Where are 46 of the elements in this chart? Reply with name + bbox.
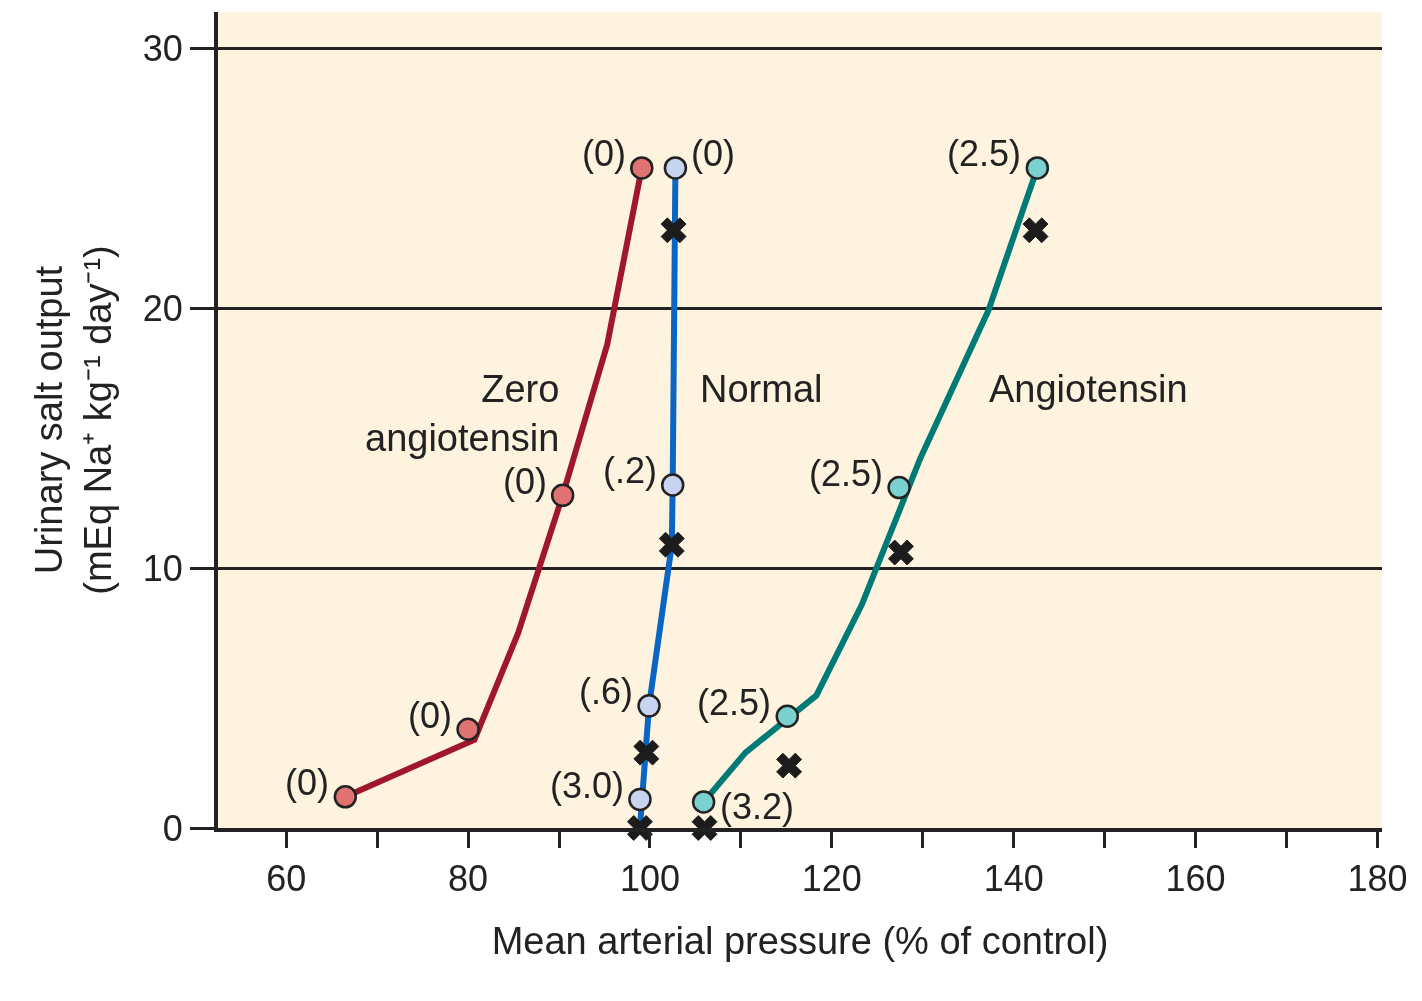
annotation: (.6) bbox=[579, 671, 633, 712]
point bbox=[628, 787, 652, 812]
point bbox=[456, 717, 480, 741]
point bbox=[658, 531, 685, 558]
annotation: (2.5) bbox=[809, 453, 884, 494]
x-tick-label: 80 bbox=[448, 858, 489, 900]
point bbox=[776, 752, 803, 779]
x-tick-label: 180 bbox=[1347, 858, 1408, 900]
point bbox=[633, 739, 660, 766]
y-tick-label: 30 bbox=[142, 27, 183, 69]
annotation: (0) bbox=[503, 461, 547, 502]
point bbox=[663, 156, 688, 180]
annotation: (0) bbox=[408, 695, 452, 736]
y-tick-label: 0 bbox=[162, 807, 183, 849]
point bbox=[660, 473, 685, 497]
series-label: Zero angiotensin bbox=[365, 368, 560, 460]
annotation: (0) bbox=[691, 133, 735, 174]
series-label: Angiotensin bbox=[989, 368, 1188, 410]
point bbox=[888, 539, 914, 566]
point bbox=[1025, 156, 1050, 180]
point bbox=[630, 156, 654, 180]
y-axis-title: Urinary salt output (mEq Na⁺ kg⁻¹ day⁻¹) bbox=[28, 245, 120, 595]
point bbox=[691, 790, 716, 814]
annotation: (0) bbox=[285, 762, 329, 803]
annotation: (2.5) bbox=[697, 682, 772, 723]
y-tick-label: 10 bbox=[142, 547, 183, 589]
x-axis-title: Mean arterial pressure (% of control) bbox=[491, 919, 1109, 962]
annotation: (0) bbox=[582, 133, 626, 174]
point bbox=[775, 704, 800, 728]
x-tick-label: 100 bbox=[619, 858, 680, 900]
point bbox=[637, 694, 661, 718]
point bbox=[1022, 217, 1049, 244]
annotation: (2.5) bbox=[947, 133, 1022, 174]
series-label: Normal bbox=[700, 368, 823, 410]
y-tick-label: 20 bbox=[142, 287, 183, 329]
point bbox=[887, 475, 911, 500]
annotation: (3.0) bbox=[550, 765, 625, 806]
point bbox=[660, 217, 687, 244]
x-tick-label: 140 bbox=[983, 858, 1044, 900]
x-tick-label: 120 bbox=[801, 858, 862, 900]
annotation: (.2) bbox=[603, 450, 657, 491]
point bbox=[333, 785, 358, 809]
annotation: (3.2) bbox=[720, 786, 795, 827]
x-tick-label: 160 bbox=[1165, 858, 1226, 900]
x-tick-label: 60 bbox=[266, 858, 307, 900]
point bbox=[550, 483, 575, 508]
